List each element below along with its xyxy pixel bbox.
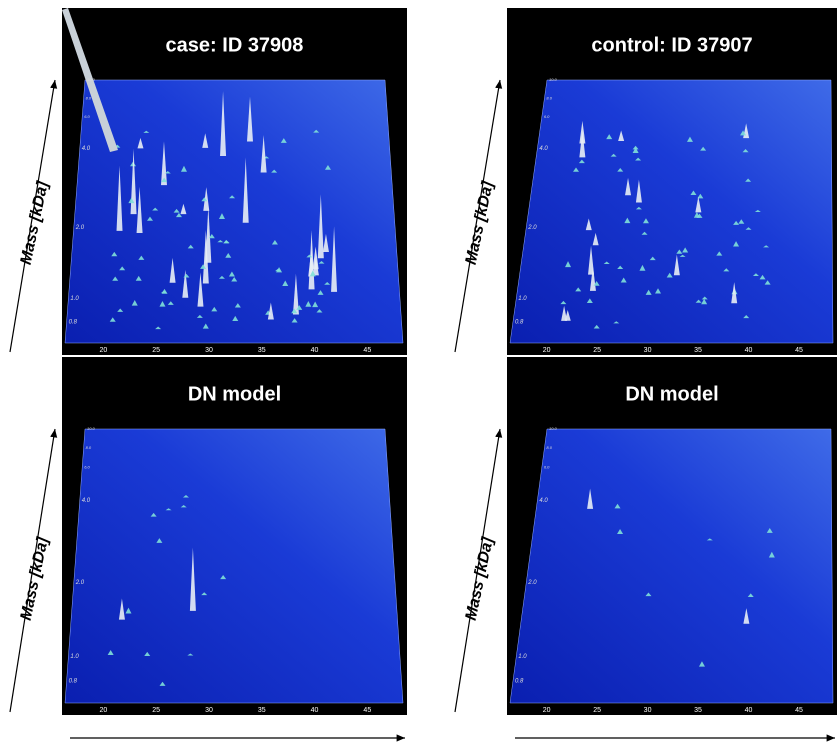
y-tick-label: 2.0 [75,225,85,231]
panel-title: DN model [188,383,281,405]
x-tick-label: 25 [593,347,601,354]
plot-plane [65,429,403,703]
x-tick-label: 35 [694,347,702,354]
y-tick-label: 1.0 [518,654,527,660]
plot-plane [510,429,833,703]
x-tick-label: 30 [644,347,652,354]
x-tick-label: 40 [745,707,753,714]
y-tick-label: 2.0 [527,225,537,231]
panel-title: case: ID 37908 [166,34,304,56]
y-tick-label: 1.0 [70,296,79,302]
x-tick-label: 45 [795,347,803,354]
x-tick-label: 25 [593,707,601,714]
y-tick-label: 6.0 [544,114,550,119]
y-tick-label: 10.0 [87,77,96,82]
x-tick-label: 30 [205,347,213,354]
y-axis-label: Mass [kDa] [18,535,52,622]
plot-plane [510,80,833,343]
x-tick-label: 35 [258,707,266,714]
x-tick-label: 25 [152,347,160,354]
x-tick-label: 25 [152,707,160,714]
y-tick-label: 10.0 [549,77,558,82]
x-axis-label: CE-migration time [min] [604,719,750,735]
y-tick-label: 4.0 [82,146,91,152]
y-tick-label: 6.0 [84,114,90,119]
y-axis-label: Mass [kDa] [463,535,497,622]
x-axis-label: CE-migration time [min] [166,719,312,735]
x-tick-label: 40 [311,707,319,714]
y-tick-label: 1.0 [70,654,79,660]
y-axis-label: Mass [kDa] [18,179,52,266]
x-tick-label: 35 [258,347,266,354]
y-tick-label: 8.0 [86,445,92,450]
y-tick-label: 10.0 [87,426,96,431]
x-tick-label: 30 [205,707,213,714]
x-tick-label: 40 [745,347,753,354]
panel-title: DN model [625,383,718,405]
x-tick-label: 45 [795,707,803,714]
x-tick-label: 45 [363,347,371,354]
y-axis-label: Mass [kDa] [463,179,497,266]
y-tick-label: 0.8 [69,679,78,685]
x-tick-label: 30 [644,707,652,714]
y-tick-label: 1.0 [518,296,527,302]
figure: case: ID 37908 20 25 30 35 40 45 10.0 8.0 6.0 4.0 2… [0,0,837,743]
y-tick-label: 6.0 [544,464,550,469]
plot-plane [65,80,403,343]
x-tick-label: 20 [543,347,551,354]
x-tick-label: 20 [100,347,108,354]
x-tick-label: 20 [100,707,108,714]
y-tick-label: 4.0 [539,498,548,504]
y-tick-label: 8.0 [546,95,552,100]
y-tick-label: 2.0 [75,580,85,586]
y-tick-label: 0.8 [515,679,524,685]
x-tick-label: 45 [363,707,371,714]
y-tick-label: 0.8 [69,320,78,326]
x-tick-label: 20 [543,707,551,714]
y-tick-label: 4.0 [82,498,91,504]
y-tick-label: 4.0 [539,146,548,152]
y-tick-label: 0.8 [515,320,524,326]
y-tick-label: 8.0 [86,95,92,100]
x-tick-label: 40 [311,347,319,354]
panel-title: control: ID 37907 [591,34,752,56]
y-tick-label: 2.0 [527,580,537,586]
y-tick-label: 10.0 [549,426,558,431]
y-tick-label: 6.0 [84,464,90,469]
x-tick-label: 35 [694,707,702,714]
y-tick-label: 8.0 [546,445,552,450]
